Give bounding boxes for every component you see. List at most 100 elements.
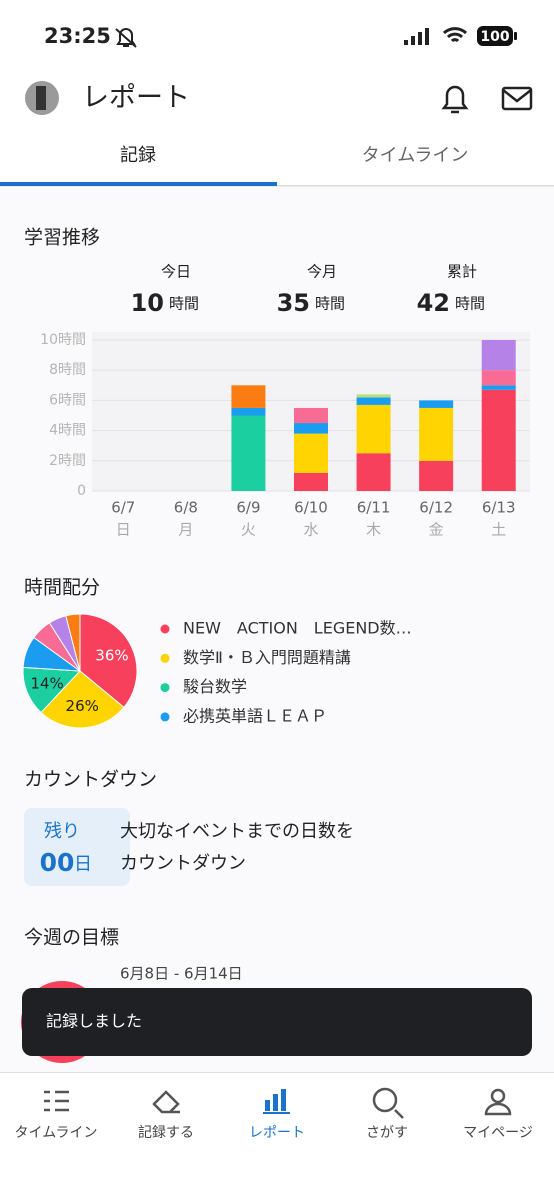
pie-label: 14% [30, 675, 63, 693]
x-weekday-label: 火 [241, 521, 256, 539]
bar-segment [231, 415, 266, 491]
legend-dot [160, 624, 170, 634]
bar-segment [294, 407, 328, 424]
time: 23:25 [44, 24, 111, 48]
wifi-icon [442, 27, 468, 43]
x-tick-label: 6/13 [482, 499, 516, 517]
bar-segment [419, 407, 454, 461]
stat-unit: 時間 [455, 295, 485, 313]
y-tick-label: 0 [77, 483, 86, 499]
battery-level: 100 [480, 29, 509, 45]
x-tick-label: 6/9 [236, 499, 260, 517]
stat-value: 35 [277, 289, 310, 317]
tab[interactable]: 記録 [120, 145, 156, 166]
x-tick-label: 6/7 [111, 499, 135, 517]
section-title: 学習推移 [24, 227, 100, 249]
mute-slash [115, 28, 137, 48]
x-weekday-label: 月 [178, 521, 193, 539]
tab[interactable]: タイムライン [362, 145, 469, 166]
legend-label: 駿台数学 [183, 677, 247, 696]
section-title: 今週の目標 [24, 927, 119, 949]
nav-bar [0, 1072, 554, 1200]
countdown-text: カウントダウン [120, 853, 246, 874]
pie-label: 26% [66, 697, 99, 715]
goal-range: 6月8日 - 6月14日 [120, 965, 243, 983]
mute-icon [116, 28, 136, 47]
stat-value: 10 [131, 289, 164, 317]
x-weekday-label: 金 [429, 521, 444, 539]
bar-segment [231, 407, 266, 416]
report-icon [263, 1089, 290, 1114]
stat-value: 42 [417, 289, 450, 317]
bar-segment [481, 340, 516, 371]
toast [22, 988, 532, 1056]
pie-slice [65, 613, 81, 672]
legend-label: 必携英単語ＬＥＡＰ [183, 706, 327, 725]
battery-tip [514, 32, 517, 40]
bar-segment [231, 385, 266, 408]
stat-unit: 時間 [169, 295, 199, 313]
countdown-days: 00 [40, 848, 75, 877]
bar-segment [481, 385, 516, 390]
bar-segment [356, 394, 391, 398]
nav-item[interactable]: レポート [249, 1125, 305, 1141]
header-title: レポート [82, 83, 190, 114]
bar-segment [356, 397, 391, 405]
bar-segment [481, 389, 516, 491]
y-tick-label: 10時間 [40, 332, 86, 348]
bar-segment [294, 472, 328, 491]
legend-label: NEW ACTION LEGEND数… [183, 619, 412, 638]
legend-dot [160, 712, 170, 722]
stat-unit: 時間 [315, 295, 345, 313]
bar-segment [356, 404, 391, 454]
x-tick-label: 6/12 [419, 499, 453, 517]
nav-item[interactable]: さがす [366, 1125, 408, 1141]
bar-segment [294, 423, 328, 434]
stat-label: 累計 [447, 263, 477, 281]
legend-dot [160, 653, 170, 663]
avatar-figure [36, 86, 46, 110]
stat-label: 今月 [307, 263, 337, 281]
bar-segment [419, 460, 454, 491]
x-tick-label: 6/8 [174, 499, 198, 517]
tab-indicator [0, 182, 277, 186]
pie-slice [40, 670, 125, 729]
bell-icon[interactable] [441, 85, 469, 114]
countdown-box [24, 808, 130, 886]
toast-text: 記録しました [46, 1012, 142, 1031]
bar-segment [356, 453, 391, 491]
x-weekday-label: 木 [366, 521, 381, 539]
bar-segment [294, 433, 328, 473]
countdown-unit: 日 [74, 854, 92, 875]
y-tick-label: 6時間 [49, 392, 86, 408]
countdown-label: 残り [44, 821, 80, 842]
pie-slice [79, 613, 138, 709]
countdown-text: 大切なイベントまでの日数を [120, 821, 354, 842]
x-weekday-label: 土 [491, 521, 506, 539]
x-tick-label: 6/10 [294, 499, 328, 517]
y-tick-label: 8時間 [49, 362, 86, 378]
x-tick-label: 6/11 [357, 499, 391, 517]
bar-segment [481, 370, 516, 386]
x-weekday-label: 日 [116, 521, 131, 539]
battery [477, 26, 513, 46]
legend-dot [160, 683, 170, 693]
nav-divider [0, 1072, 554, 1073]
section-title: カウントダウン [24, 769, 157, 791]
nav-item[interactable]: タイムライン [14, 1125, 97, 1141]
mail-icon[interactable] [501, 86, 533, 111]
x-weekday-label: 水 [303, 521, 318, 539]
stat-label: 今日 [161, 263, 191, 281]
pie-label: 36% [95, 646, 128, 664]
pie-chart: 36% 26%14% NEW ACTION LEGEND数… 数学Ⅱ・Ｂ入門問題精講駿… [22, 613, 412, 729]
bar-segment [419, 400, 454, 408]
bar-chart: 0 2時間 4時間 6時間 8時間 10時間 6/7 日 6/8 月 6/9 火 6/10 水 6/11 木 6… [40, 332, 530, 539]
section-title: 時間配分 [24, 577, 100, 599]
nav-icons [44, 1087, 512, 1119]
signal-icon [404, 28, 429, 45]
legend-label: 数学Ⅱ・Ｂ入門問題精講 [183, 648, 351, 667]
nav-item[interactable]: マイページ [463, 1125, 533, 1141]
nav-item[interactable]: 記録する [138, 1124, 194, 1141]
